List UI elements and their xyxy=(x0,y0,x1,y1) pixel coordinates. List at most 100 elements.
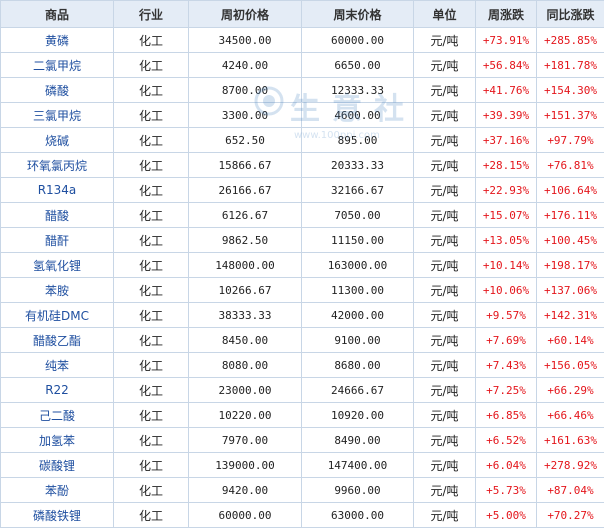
cell-start-price: 38333.33 xyxy=(188,302,302,328)
header-yoy-change: 同比涨跌 xyxy=(536,0,604,28)
cell-week-change: +15.07% xyxy=(475,202,537,228)
cell-unit: 元/吨 xyxy=(413,202,476,228)
header-start-price: 周初价格 xyxy=(188,0,302,28)
cell-end-price: 20333.33 xyxy=(301,152,414,178)
cell-start-price: 139000.00 xyxy=(188,452,302,478)
cell-unit: 元/吨 xyxy=(413,102,476,128)
cell-week-change: +41.76% xyxy=(475,77,537,103)
cell-unit: 元/吨 xyxy=(413,227,476,253)
cell-end-price: 24666.67 xyxy=(301,377,414,403)
table-row: R22 化工 23000.00 24666.67 元/吨 +7.25% +66.29% xyxy=(0,377,604,403)
cell-industry: 化工 xyxy=(113,177,189,203)
cell-unit: 元/吨 xyxy=(413,252,476,278)
cell-week-change: +6.85% xyxy=(475,402,537,428)
cell-start-price: 7970.00 xyxy=(188,427,302,453)
cell-unit: 元/吨 xyxy=(413,452,476,478)
cell-yoy-change: +137.06% xyxy=(536,277,604,303)
table-row: 己二酸 化工 10220.00 10920.00 元/吨 +6.85% +66.46% xyxy=(0,402,604,428)
table-row: 氢氧化锂 化工 148000.00 163000.00 元/吨 +10.14% +198.1… xyxy=(0,252,604,278)
header-end-price: 周末价格 xyxy=(301,0,414,28)
cell-unit: 元/吨 xyxy=(413,27,476,53)
cell-week-change: +37.16% xyxy=(475,127,537,153)
cell-start-price: 9420.00 xyxy=(188,477,302,503)
table-row: 三氯甲烷 化工 3300.00 4600.00 元/吨 +39.39% +151.37% xyxy=(0,102,604,128)
cell-end-price: 6650.00 xyxy=(301,52,414,78)
cell-week-change: +5.00% xyxy=(475,502,537,528)
table-row: 磷酸 化工 8700.00 12333.33 元/吨 +41.76% +154.30% xyxy=(0,77,604,103)
cell-name[interactable]: 醋酸乙酯 xyxy=(0,327,114,353)
table-row: 碳酸锂 化工 139000.00 147400.00 元/吨 +6.04% +278.92% xyxy=(0,452,604,478)
cell-industry: 化工 xyxy=(113,127,189,153)
cell-industry: 化工 xyxy=(113,377,189,403)
cell-name[interactable]: 黄磷 xyxy=(0,27,114,53)
cell-name[interactable]: 磷酸铁锂 xyxy=(0,502,114,528)
cell-name[interactable]: 碳酸锂 xyxy=(0,452,114,478)
cell-yoy-change: +87.04% xyxy=(536,477,604,503)
cell-name[interactable]: 苯酚 xyxy=(0,477,114,503)
cell-unit: 元/吨 xyxy=(413,352,476,378)
cell-name[interactable]: R22 xyxy=(0,377,114,403)
cell-end-price: 32166.67 xyxy=(301,177,414,203)
cell-name[interactable]: 有机硅DMC xyxy=(0,302,114,328)
table-row: 加氢苯 化工 7970.00 8490.00 元/吨 +6.52% +161.63% xyxy=(0,427,604,453)
cell-name[interactable]: 环氧氯丙烷 xyxy=(0,152,114,178)
cell-week-change: +22.93% xyxy=(475,177,537,203)
cell-yoy-change: +76.81% xyxy=(536,152,604,178)
table-row: 纯苯 化工 8080.00 8680.00 元/吨 +7.43% +156.05% xyxy=(0,352,604,378)
cell-name[interactable]: 己二酸 xyxy=(0,402,114,428)
table-row: 醋酸 化工 6126.67 7050.00 元/吨 +15.07% +176.11% xyxy=(0,202,604,228)
cell-end-price: 42000.00 xyxy=(301,302,414,328)
cell-name[interactable]: 烧碱 xyxy=(0,127,114,153)
cell-end-price: 60000.00 xyxy=(301,27,414,53)
cell-end-price: 163000.00 xyxy=(301,252,414,278)
cell-yoy-change: +151.37% xyxy=(536,102,604,128)
cell-yoy-change: +154.30% xyxy=(536,77,604,103)
cell-unit: 元/吨 xyxy=(413,477,476,503)
cell-name[interactable]: 三氯甲烷 xyxy=(0,102,114,128)
cell-week-change: +7.43% xyxy=(475,352,537,378)
cell-end-price: 8490.00 xyxy=(301,427,414,453)
table-row: 有机硅DMC 化工 38333.33 42000.00 元/吨 +9.57% +142.31… xyxy=(0,302,604,328)
cell-unit: 元/吨 xyxy=(413,77,476,103)
cell-industry: 化工 xyxy=(113,27,189,53)
cell-yoy-change: +66.46% xyxy=(536,402,604,428)
table-row: 醋酸乙酯 化工 8450.00 9100.00 元/吨 +7.69% +60.14% xyxy=(0,327,604,353)
table-row: 苯酚 化工 9420.00 9960.00 元/吨 +5.73% +87.04% xyxy=(0,477,604,503)
cell-week-change: +6.04% xyxy=(475,452,537,478)
cell-name[interactable]: 氢氧化锂 xyxy=(0,252,114,278)
cell-name[interactable]: 醋酸 xyxy=(0,202,114,228)
cell-week-change: +73.91% xyxy=(475,27,537,53)
cell-end-price: 11300.00 xyxy=(301,277,414,303)
cell-name[interactable]: 醋酐 xyxy=(0,227,114,253)
cell-yoy-change: +97.79% xyxy=(536,127,604,153)
cell-name[interactable]: 苯胺 xyxy=(0,277,114,303)
cell-name[interactable]: 磷酸 xyxy=(0,77,114,103)
cell-start-price: 6126.67 xyxy=(188,202,302,228)
cell-industry: 化工 xyxy=(113,52,189,78)
cell-name[interactable]: 二氯甲烷 xyxy=(0,52,114,78)
cell-week-change: +7.25% xyxy=(475,377,537,403)
cell-start-price: 8450.00 xyxy=(188,327,302,353)
cell-week-change: +9.57% xyxy=(475,302,537,328)
cell-industry: 化工 xyxy=(113,252,189,278)
cell-unit: 元/吨 xyxy=(413,127,476,153)
cell-industry: 化工 xyxy=(113,77,189,103)
cell-unit: 元/吨 xyxy=(413,52,476,78)
cell-name[interactable]: 加氢苯 xyxy=(0,427,114,453)
table-row: 醋酐 化工 9862.50 11150.00 元/吨 +13.05% +100.45% xyxy=(0,227,604,253)
table-body: 黄磷 化工 34500.00 60000.00 元/吨 +73.91% +285.85% 二氯… xyxy=(0,27,604,528)
cell-name[interactable]: R134a xyxy=(0,177,114,203)
cell-start-price: 3300.00 xyxy=(188,102,302,128)
cell-start-price: 10266.67 xyxy=(188,277,302,303)
cell-week-change: +5.73% xyxy=(475,477,537,503)
header-name: 商品 xyxy=(0,0,114,28)
cell-start-price: 23000.00 xyxy=(188,377,302,403)
cell-start-price: 8080.00 xyxy=(188,352,302,378)
cell-end-price: 4600.00 xyxy=(301,102,414,128)
cell-yoy-change: +285.85% xyxy=(536,27,604,53)
cell-unit: 元/吨 xyxy=(413,502,476,528)
cell-yoy-change: +176.11% xyxy=(536,202,604,228)
cell-name[interactable]: 纯苯 xyxy=(0,352,114,378)
table-row: R134a 化工 26166.67 32166.67 元/吨 +22.93% +106.64… xyxy=(0,177,604,203)
